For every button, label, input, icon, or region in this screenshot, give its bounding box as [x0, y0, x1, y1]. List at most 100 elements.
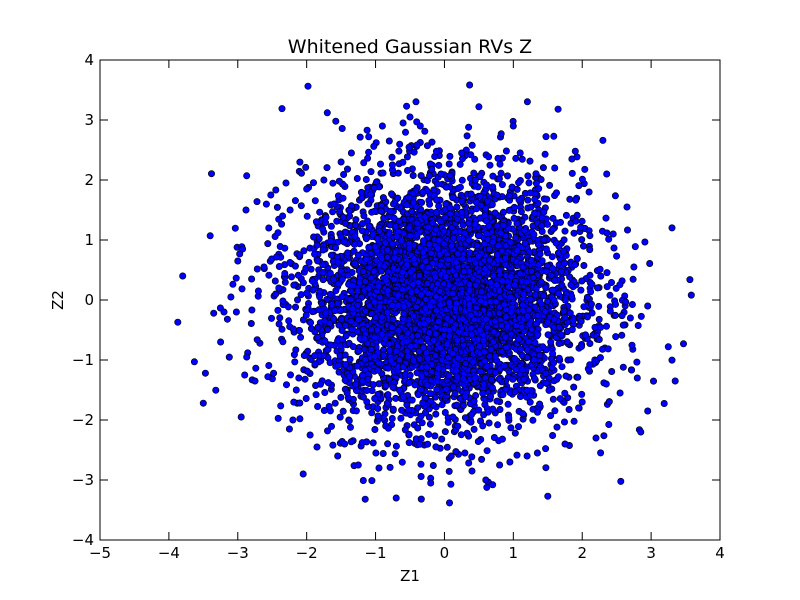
scatter-point: [641, 238, 649, 246]
scatter-point: [489, 172, 497, 180]
scatter-point: [543, 220, 551, 228]
scatter-point: [549, 265, 557, 273]
scatter-point: [480, 348, 488, 356]
scatter-point: [470, 397, 478, 405]
scatter-point: [572, 217, 580, 225]
scatter-point: [479, 389, 487, 397]
scatter-point: [302, 311, 310, 319]
scatter-point: [427, 249, 435, 257]
scatter-point: [302, 163, 310, 171]
scatter-point: [560, 418, 568, 426]
scatter-point: [497, 229, 505, 237]
scatter-point: [281, 244, 289, 252]
scatter-point: [489, 183, 497, 191]
scatter-point: [389, 383, 397, 391]
scatter-point: [542, 445, 550, 453]
scatter-point: [423, 363, 431, 371]
scatter-point: [476, 192, 484, 200]
scatter-point: [562, 211, 570, 219]
scatter-point: [397, 414, 405, 422]
scatter-point: [418, 419, 426, 427]
scatter-point: [286, 371, 294, 379]
scatter-point: [442, 273, 450, 281]
scatter-point: [485, 245, 493, 253]
scatter-point: [637, 312, 645, 320]
scatter-point: [435, 202, 443, 210]
scatter-point: [403, 167, 411, 175]
scatter-point: [532, 170, 540, 178]
scatter-point: [403, 153, 411, 161]
scatter-point: [499, 222, 507, 230]
scatter-point: [392, 442, 400, 450]
scatter-point: [432, 410, 440, 418]
scatter-point: [339, 407, 347, 415]
scatter-point: [459, 255, 467, 263]
scatter-point: [265, 271, 273, 279]
scatter-point: [400, 310, 408, 318]
scatter-point: [449, 290, 457, 298]
scatter-point: [494, 154, 502, 162]
scatter-point: [441, 326, 449, 334]
scatter-point: [547, 271, 555, 279]
scatter-point: [537, 278, 545, 286]
scatter-point: [349, 343, 357, 351]
scatter-point: [519, 410, 527, 418]
scatter-point: [394, 169, 402, 177]
scatter-point: [467, 324, 475, 332]
scatter-point: [370, 207, 378, 215]
scatter-point: [442, 385, 450, 393]
scatter-point: [383, 399, 391, 407]
scatter-point: [386, 463, 394, 471]
scatter-point: [560, 307, 568, 315]
scatter-point: [208, 170, 216, 178]
scatter-point: [587, 300, 595, 308]
scatter-point: [296, 415, 304, 423]
scatter-point: [324, 326, 332, 334]
scatter-point: [368, 409, 376, 417]
scatter-point: [422, 295, 430, 303]
scatter-point: [291, 197, 299, 205]
scatter-point: [349, 282, 357, 290]
scatter-point: [291, 358, 299, 366]
scatter-point: [491, 317, 499, 325]
scatter-point: [413, 219, 421, 227]
scatter-point: [555, 354, 563, 362]
scatter-point: [424, 279, 432, 287]
scatter-point: [371, 333, 379, 341]
scatter-point: [496, 287, 504, 295]
scatter-point: [426, 200, 434, 208]
scatter-point: [325, 402, 333, 410]
scatter-point: [352, 216, 360, 224]
scatter-point: [297, 333, 305, 341]
scatter-point: [488, 201, 496, 209]
scatter-point: [435, 161, 443, 169]
scatter-point: [519, 307, 527, 315]
scatter-point: [405, 244, 413, 252]
scatter-point: [407, 288, 415, 296]
scatter-point: [296, 158, 304, 166]
scatter-point: [574, 373, 582, 381]
scatter-point: [290, 351, 298, 359]
scatter-point: [455, 328, 463, 336]
scatter-point: [542, 379, 550, 387]
scatter-point: [511, 429, 519, 437]
scatter-point: [400, 303, 408, 311]
scatter-point: [326, 290, 334, 298]
scatter-point: [425, 430, 433, 438]
scatter-point: [573, 255, 581, 263]
scatter-point: [515, 196, 523, 204]
scatter-point: [276, 314, 284, 322]
scatter-point: [334, 258, 342, 266]
scatter-point: [512, 366, 520, 374]
scatter-point: [264, 240, 272, 248]
scatter-point: [329, 179, 337, 187]
scatter-point: [449, 413, 457, 421]
scatter-point: [418, 199, 426, 207]
scatter-point: [480, 337, 488, 345]
scatter-point: [603, 229, 611, 237]
scatter-point: [372, 314, 380, 322]
scatter-point: [540, 208, 548, 216]
scatter-point: [231, 224, 239, 232]
scatter-point: [536, 382, 544, 390]
scatter-point: [426, 302, 434, 310]
